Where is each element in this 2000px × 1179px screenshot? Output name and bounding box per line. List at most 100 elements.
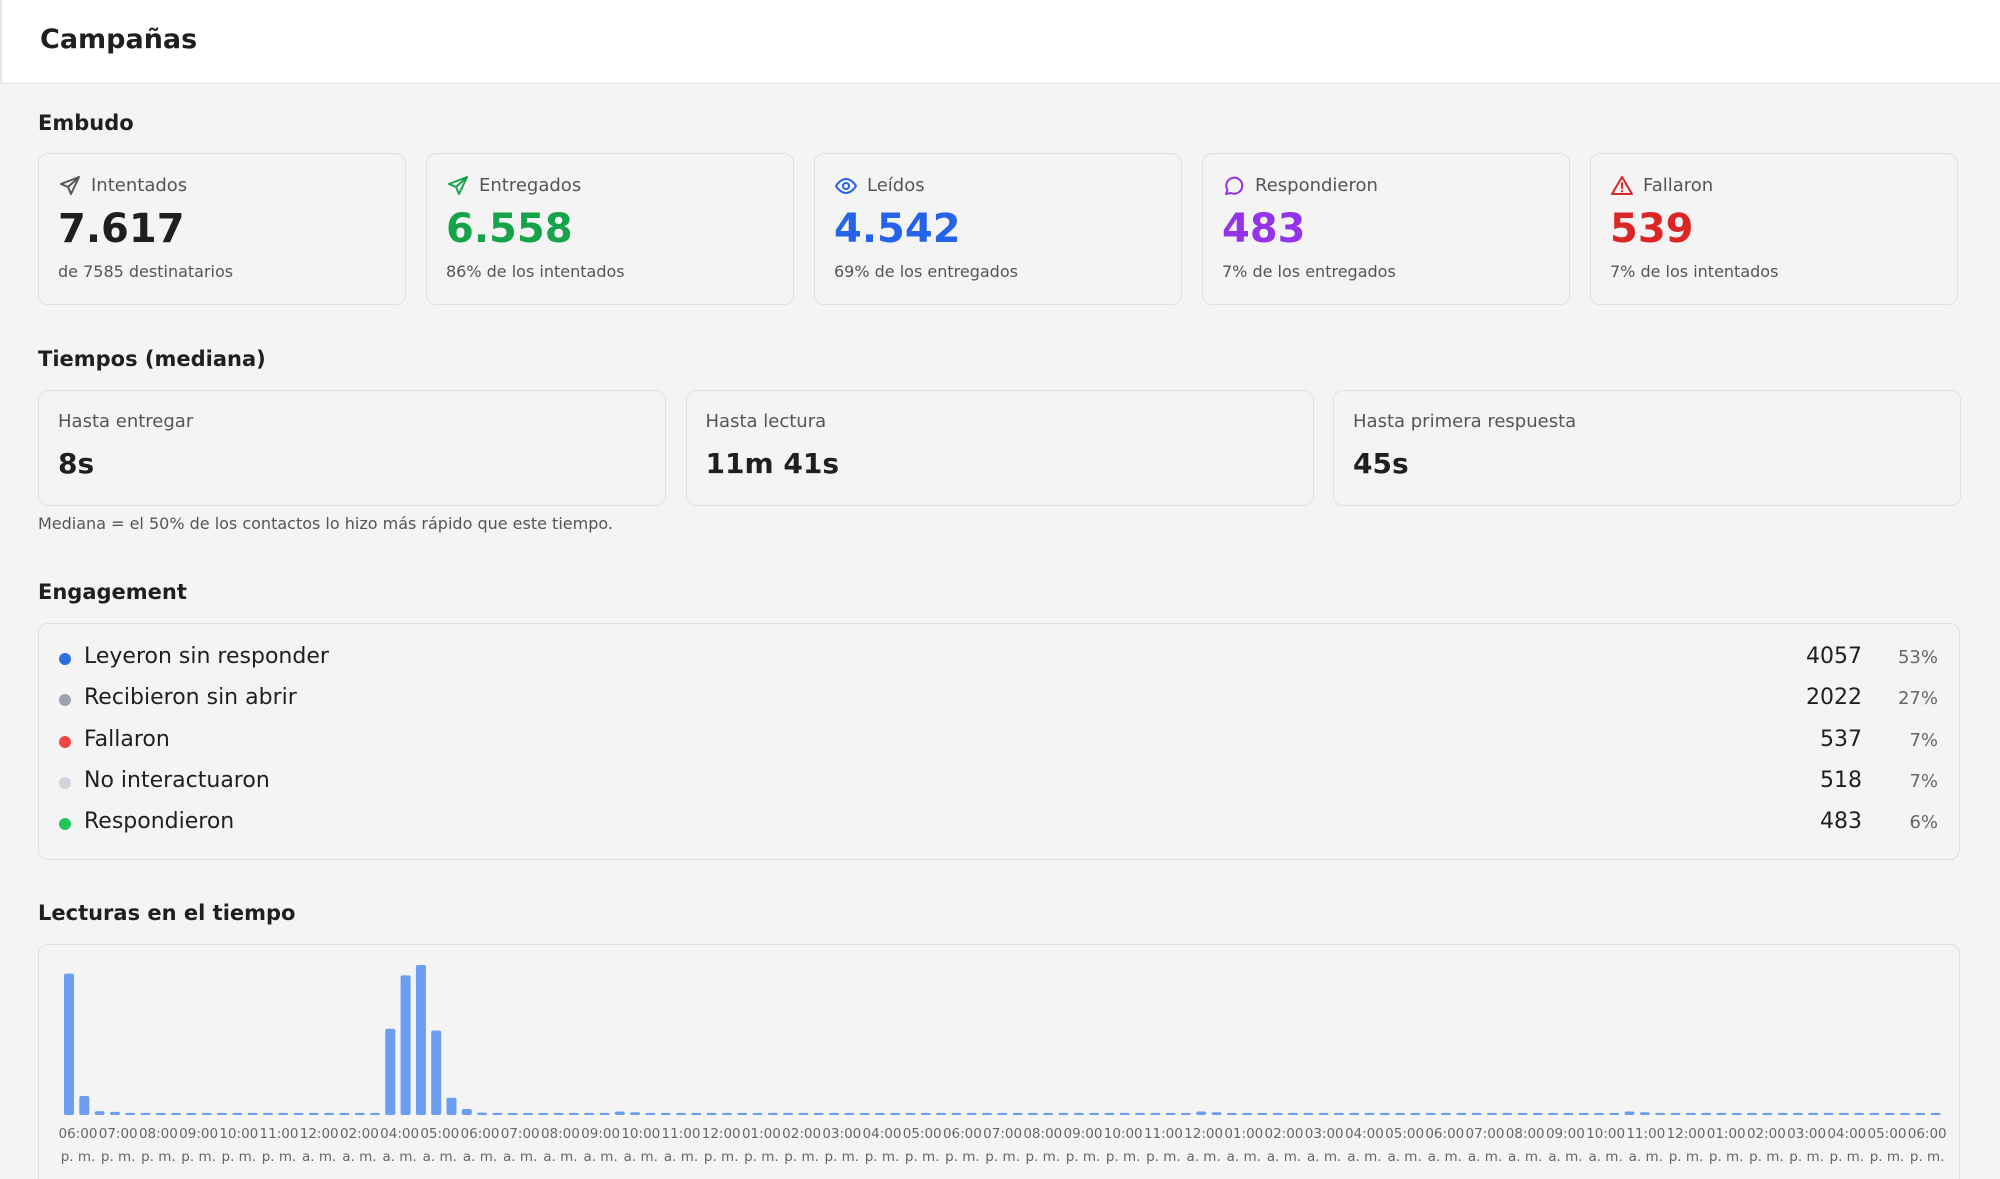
x-tick-label: 05:00 bbox=[420, 1126, 459, 1142]
legend-dot bbox=[59, 653, 71, 665]
bar bbox=[676, 1112, 686, 1115]
x-tick-label: p. m. bbox=[865, 1149, 900, 1165]
bar bbox=[1532, 1112, 1543, 1115]
x-tick-label: 04:00 bbox=[1345, 1126, 1384, 1142]
bar bbox=[262, 1112, 273, 1115]
x-tick-label: 06:00 bbox=[943, 1126, 982, 1142]
bar bbox=[890, 1112, 901, 1115]
engagement-label: Recibieron sin abrir bbox=[84, 685, 297, 711]
bar bbox=[721, 1112, 732, 1115]
x-tick-label: 10:00 bbox=[621, 1126, 660, 1142]
x-tick-label: a. m. bbox=[382, 1149, 416, 1165]
bar bbox=[1257, 1112, 1268, 1115]
x-tick-label: p. m. bbox=[985, 1149, 1020, 1165]
x-tick-label: 08:00 bbox=[139, 1126, 178, 1142]
bar bbox=[324, 1112, 335, 1115]
bar bbox=[1517, 1112, 1528, 1115]
x-tick-label: p. m. bbox=[1146, 1149, 1181, 1165]
x-tick-label: 08:00 bbox=[541, 1126, 580, 1142]
x-tick-label: 04:00 bbox=[380, 1126, 419, 1142]
bar bbox=[354, 1112, 365, 1115]
x-tick-label: 12:00 bbox=[300, 1126, 339, 1142]
bar bbox=[1639, 1112, 1650, 1115]
engagement-count: 483 bbox=[1820, 809, 1862, 835]
bar bbox=[232, 1112, 243, 1115]
funnel-label: Fallaron bbox=[1643, 175, 1714, 196]
funnel-sub: 86% de los intentados bbox=[446, 262, 625, 281]
bar bbox=[217, 1112, 227, 1115]
funnel-sub: 7% de los entregados bbox=[1222, 262, 1396, 281]
bar bbox=[1410, 1112, 1421, 1115]
bar bbox=[1486, 1112, 1497, 1115]
x-tick-label: 06:00 bbox=[461, 1126, 500, 1142]
bar bbox=[1747, 1112, 1757, 1115]
x-tick-label: p. m. bbox=[1789, 1149, 1824, 1165]
bar bbox=[1670, 1112, 1681, 1115]
bar bbox=[1502, 1112, 1513, 1115]
x-tick-label: 08:00 bbox=[1506, 1126, 1545, 1142]
x-tick-label: a. m. bbox=[543, 1149, 577, 1165]
time-card: Hasta entregar 8s bbox=[38, 390, 666, 506]
x-tick-label: a. m. bbox=[423, 1149, 457, 1165]
funnel-sub: 69% de los entregados bbox=[834, 262, 1018, 281]
x-tick-label: 05:00 bbox=[1385, 1126, 1424, 1142]
x-tick-label: 12:00 bbox=[1667, 1126, 1706, 1142]
bar bbox=[1119, 1112, 1130, 1115]
engagement-label: No interactuaron bbox=[84, 767, 270, 793]
bar bbox=[1563, 1112, 1574, 1115]
bar bbox=[813, 1112, 824, 1115]
bar bbox=[1869, 1112, 1880, 1115]
bar bbox=[1609, 1112, 1620, 1115]
bar bbox=[155, 1112, 166, 1115]
engagement-count: 4057 bbox=[1806, 644, 1862, 669]
bar bbox=[538, 1112, 549, 1115]
engagement-pct: 27% bbox=[1897, 688, 1938, 710]
x-tick-label: a. m. bbox=[583, 1149, 617, 1165]
bar bbox=[752, 1112, 763, 1115]
funnel-sub: de 7585 destinatarios bbox=[58, 262, 234, 281]
x-tick-label: a. m. bbox=[624, 1149, 658, 1165]
bar bbox=[1395, 1112, 1406, 1115]
bar bbox=[874, 1112, 885, 1115]
x-tick-label: p. m. bbox=[262, 1149, 297, 1165]
x-tick-label: a. m. bbox=[1186, 1149, 1220, 1165]
legend-dot bbox=[59, 776, 71, 789]
x-tick-label: a. m. bbox=[1227, 1149, 1261, 1165]
x-tick-label: p. m. bbox=[1026, 1149, 1061, 1165]
x-tick-label: a. m. bbox=[463, 1149, 497, 1165]
bar bbox=[446, 1097, 457, 1115]
x-tick-label: p. m. bbox=[1870, 1149, 1905, 1165]
bar bbox=[1364, 1112, 1375, 1115]
bar bbox=[1685, 1112, 1696, 1115]
x-tick-label: 09:00 bbox=[1546, 1126, 1585, 1142]
bar bbox=[1242, 1112, 1253, 1115]
x-tick-label: 06:00 bbox=[59, 1126, 98, 1142]
bar bbox=[1548, 1112, 1559, 1115]
bar bbox=[461, 1108, 472, 1115]
x-tick-label: 07:00 bbox=[501, 1126, 540, 1142]
x-tick-label: 12:00 bbox=[702, 1126, 741, 1142]
bar bbox=[844, 1112, 855, 1115]
x-tick-label: 07:00 bbox=[1466, 1126, 1505, 1142]
x-tick-label: 02:00 bbox=[1747, 1126, 1786, 1142]
x-tick-label: a. m. bbox=[1508, 1149, 1542, 1165]
funnel-label: Entregados bbox=[479, 175, 582, 196]
bar bbox=[614, 1111, 625, 1115]
bar bbox=[767, 1112, 778, 1115]
bar bbox=[1823, 1112, 1834, 1115]
bar bbox=[400, 975, 411, 1115]
time-label: Hasta primera respuesta bbox=[1353, 411, 1577, 432]
bar bbox=[630, 1112, 641, 1115]
engagement-pct: 6% bbox=[1909, 812, 1938, 834]
time-label: Hasta lectura bbox=[705, 411, 827, 432]
bar bbox=[1303, 1112, 1314, 1115]
bar bbox=[1808, 1112, 1819, 1115]
page-title: Campañas bbox=[40, 24, 198, 55]
funnel-value: 4.542 bbox=[834, 206, 961, 252]
x-tick-label: a. m. bbox=[1307, 1149, 1341, 1165]
bar bbox=[660, 1112, 671, 1115]
x-tick-label: p. m. bbox=[744, 1149, 779, 1165]
bar bbox=[109, 1111, 120, 1115]
funnel-value: 6.558 bbox=[446, 206, 573, 252]
funnel-label: Leídos bbox=[867, 175, 925, 196]
